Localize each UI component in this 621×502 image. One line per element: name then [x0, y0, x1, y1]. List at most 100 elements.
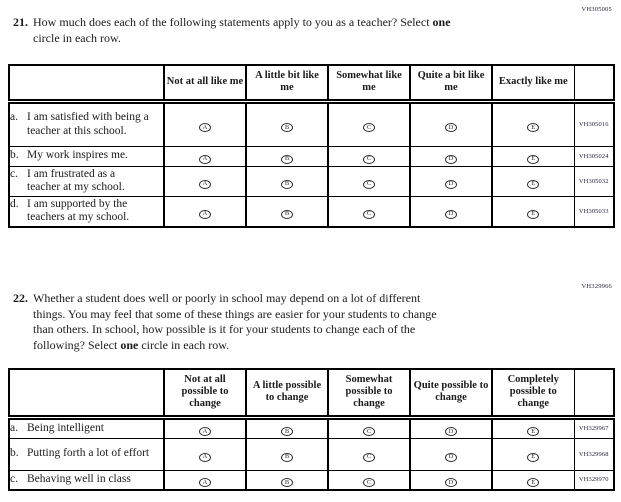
answer-bubble-d[interactable]: D	[445, 452, 457, 462]
row-letter: b.	[10, 447, 19, 460]
answer-bubble-e[interactable]: E	[527, 478, 540, 488]
column-header-a-little-possible: A little possible to change	[245, 368, 329, 420]
row-statement: I am satisfied with being a teacher at t…	[27, 111, 149, 137]
answer-bubble-b[interactable]: B	[281, 154, 293, 164]
answer-bubble-a[interactable]: A	[199, 478, 211, 488]
answer-cell: A	[163, 145, 247, 167]
header-row: Not at all like me A little bit like me …	[8, 64, 615, 104]
answer-bubble-d[interactable]: D	[445, 154, 457, 164]
answer-cell: A	[163, 469, 247, 490]
answer-cell: C	[327, 100, 411, 147]
row-accession-code: VH305016	[573, 100, 615, 147]
answer-cell: C	[327, 145, 411, 167]
answer-cell: D	[409, 469, 493, 490]
prompt-line: following? Select one circle in each row…	[33, 337, 230, 352]
answer-bubble-c[interactable]: C	[363, 427, 375, 437]
answer-bubble-e[interactable]: E	[527, 427, 540, 437]
answer-bubble-b[interactable]: B	[281, 210, 293, 219]
statement-header-cell	[8, 64, 165, 104]
question-21-accession-code: VH305005	[581, 6, 612, 13]
statement-cell: a. I am satisfied with being a teacher at…	[8, 100, 165, 147]
statement-cell: b. My work inspires me.	[8, 145, 165, 167]
answer-bubble-a[interactable]: A	[199, 154, 211, 164]
header-row: Not at all possible to change A little p…	[8, 368, 615, 420]
answer-bubble-a[interactable]: A	[199, 123, 211, 133]
answer-bubble-d[interactable]: D	[445, 123, 457, 133]
answer-bubble-c[interactable]: C	[363, 210, 375, 219]
answer-bubble-c[interactable]: C	[363, 452, 375, 462]
code-header-cell	[573, 368, 615, 420]
answer-cell: E	[491, 195, 575, 228]
prompt-line: than others. In school, how possible is …	[33, 322, 416, 336]
answer-cell: D	[409, 195, 493, 228]
answer-cell: A	[163, 195, 247, 228]
column-header-a-little-bit: A little bit like me	[245, 64, 329, 104]
answer-bubble-a[interactable]: A	[199, 210, 211, 219]
answer-bubble-e[interactable]: E	[527, 179, 540, 189]
answer-cell: C	[327, 195, 411, 228]
row-statement: Putting forth a lot of effort	[27, 447, 150, 460]
answer-cell: A	[163, 100, 247, 147]
answer-bubble-c[interactable]: C	[363, 123, 375, 133]
answer-bubble-e[interactable]: E	[527, 452, 540, 462]
answer-bubble-b[interactable]: B	[281, 179, 293, 189]
row-statement: I am frustrated as a teacher at my schoo…	[27, 167, 125, 193]
statement-cell: a. Being intelligent	[8, 416, 165, 439]
row-accession-code: VH329968	[573, 437, 615, 471]
question-22-response-table: Not at all possible to change A little p…	[8, 368, 615, 491]
answer-cell: B	[245, 469, 329, 490]
answer-bubble-b[interactable]: B	[281, 427, 293, 437]
answer-bubble-c[interactable]: C	[363, 154, 375, 164]
prompt-line: circle in each row.	[33, 30, 121, 45]
table-row: c. Behaving well in class A B C D E VH329970	[8, 469, 615, 490]
answer-bubble-e[interactable]: E	[527, 210, 540, 219]
answer-cell: D	[409, 416, 493, 439]
answer-bubble-c[interactable]: C	[363, 478, 375, 488]
row-letter: c.	[10, 472, 18, 485]
answer-bubble-a[interactable]: A	[199, 179, 211, 189]
row-accession-code: VH329970	[573, 469, 615, 490]
answer-bubble-d[interactable]: D	[445, 478, 457, 488]
answer-cell: D	[409, 100, 493, 147]
answer-cell: B	[245, 195, 329, 228]
answer-bubble-c[interactable]: C	[363, 179, 375, 189]
answer-bubble-d[interactable]: D	[445, 427, 457, 437]
answer-cell: C	[327, 416, 411, 439]
answer-bubble-e[interactable]: E	[527, 123, 540, 133]
column-header-somewhat: Somewhat like me	[327, 64, 411, 104]
question-21-prompt: How much does each of the following stat…	[33, 15, 451, 46]
row-accession-code: VH305024	[573, 145, 615, 167]
answer-bubble-e[interactable]: E	[527, 154, 540, 164]
answer-bubble-d[interactable]: D	[445, 179, 457, 189]
prompt-line: things. You may feel that some of these …	[33, 306, 437, 321]
row-accession-code: VH305032	[573, 165, 615, 197]
answer-bubble-d[interactable]: D	[445, 210, 457, 219]
column-header-completely-possible: Completely possible to change	[491, 368, 575, 420]
question-22-number: 22.	[13, 291, 28, 305]
answer-cell: B	[245, 145, 329, 167]
answer-cell: B	[245, 100, 329, 147]
table-row: a. I am satisfied with being a teacher at…	[8, 100, 615, 147]
statement-cell: c. I am frustrated as a teacher at my sch…	[8, 165, 165, 197]
answer-cell: B	[245, 416, 329, 439]
answer-bubble-b[interactable]: B	[281, 123, 293, 133]
answer-cell: D	[409, 145, 493, 167]
question-21: 21. How much does each of the following …	[13, 15, 451, 46]
answer-cell: E	[491, 437, 575, 471]
table-row: a. Being intelligent A B C D E VH329967	[8, 416, 615, 439]
answer-bubble-b[interactable]: B	[281, 478, 293, 488]
answer-cell: A	[163, 416, 247, 439]
prompt-line: How much does each of the following stat…	[33, 15, 451, 29]
row-letter: c.	[10, 167, 18, 180]
answer-cell: C	[327, 437, 411, 471]
column-header-quite-a-bit: Quite a bit like me	[409, 64, 493, 104]
row-statement: Being intelligent	[27, 421, 104, 434]
answer-bubble-a[interactable]: A	[199, 452, 211, 462]
row-letter: a.	[10, 421, 18, 434]
answer-cell: C	[327, 469, 411, 490]
answer-bubble-b[interactable]: B	[281, 452, 293, 462]
answer-bubble-a[interactable]: A	[199, 427, 211, 437]
question-22: 22. Whether a student does well or poorl…	[13, 291, 437, 353]
question-21-number: 21.	[13, 15, 28, 29]
row-accession-code: VH305033	[573, 195, 615, 228]
